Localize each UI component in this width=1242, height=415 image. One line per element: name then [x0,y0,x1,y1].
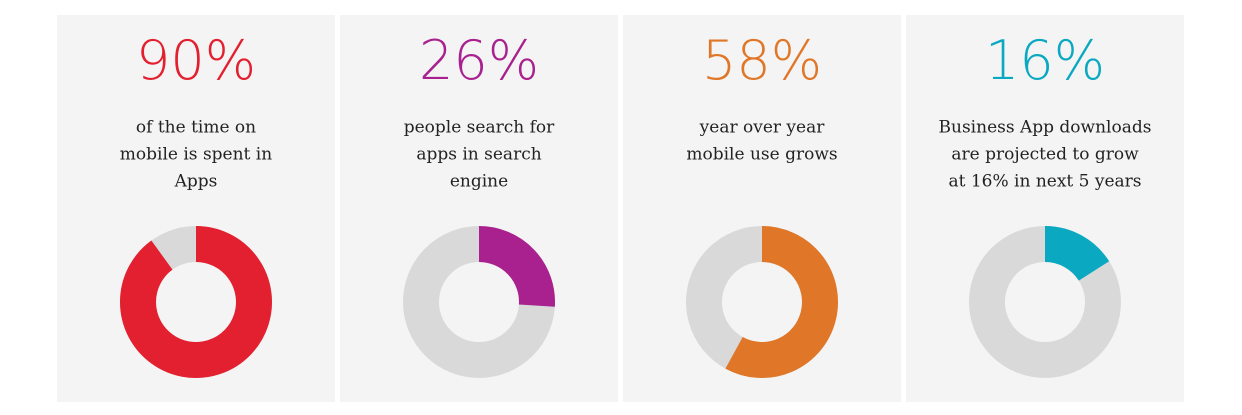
caption-line: at 16% in next 5 years [948,172,1141,192]
card [340,15,618,402]
donut-segment [1044,226,1110,282]
card [906,15,1184,402]
value-label: 90% [136,29,256,92]
caption-line: Business App downloads [939,118,1152,138]
caption-line: mobile is spent in [120,145,272,165]
caption-line: apps in search [416,145,541,165]
value-label: 16% [985,29,1105,92]
caption-line: year over year [699,118,826,138]
donut-segment [478,226,555,307]
card [623,15,901,402]
caption-line: engine [450,172,508,192]
caption-line: are projected to grow [951,145,1139,165]
value-label: 58% [702,29,822,92]
card [57,15,335,402]
caption-line: of the time on [136,118,256,138]
caption-line: Apps [174,172,218,192]
value-label: 26% [419,29,539,92]
donut-segment [725,226,838,378]
donut-segment [120,226,272,378]
caption-line: people search for [404,118,555,138]
caption-line: mobile use grows [686,145,837,165]
